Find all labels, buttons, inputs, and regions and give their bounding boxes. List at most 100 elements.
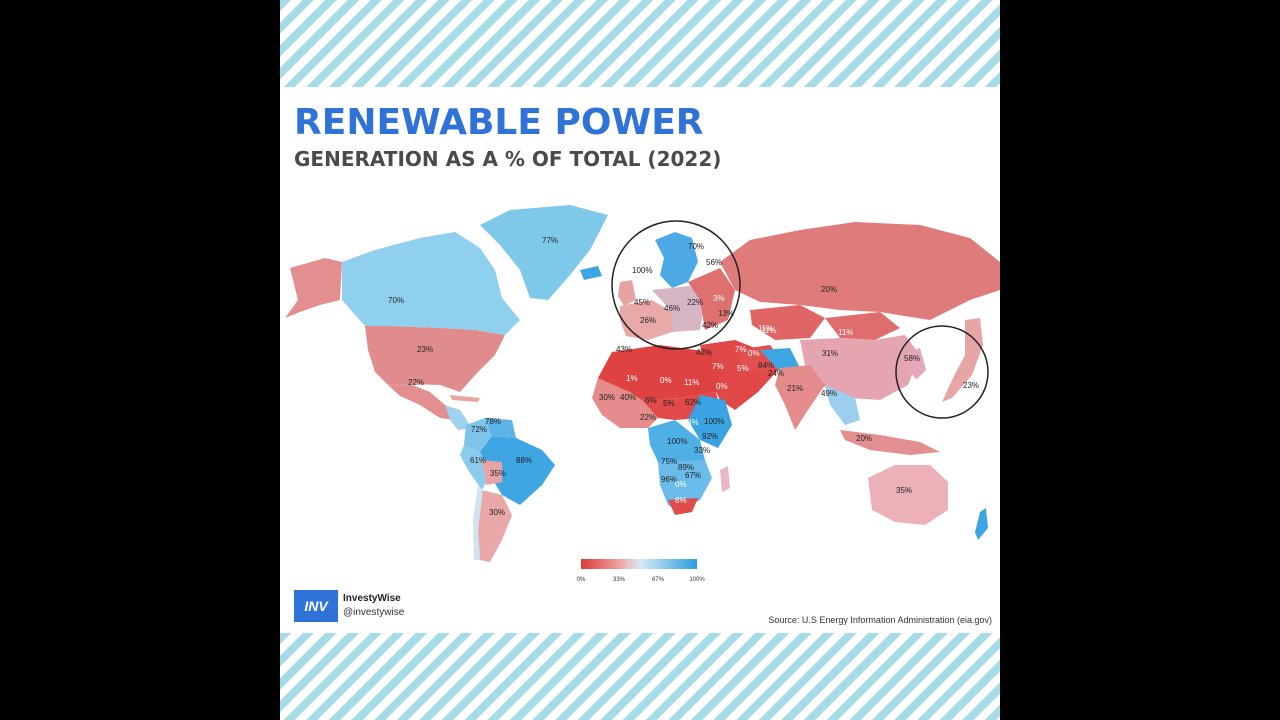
label-afghanistan: 84% bbox=[758, 361, 774, 370]
legend-color-bar bbox=[581, 559, 697, 569]
label-venezuela: 78% bbox=[485, 417, 501, 426]
label-indonesia: 20% bbox=[856, 434, 872, 443]
label-chad: 5% bbox=[663, 399, 675, 408]
infographic-frame: RENEWABLE POWER GENERATION AS A % OF TOT… bbox=[280, 0, 1000, 720]
label-uzbekistan: 11% bbox=[761, 326, 776, 335]
label-colombia: 72% bbox=[471, 425, 487, 434]
region-west-africa bbox=[592, 378, 658, 428]
region-mongolia bbox=[825, 312, 900, 340]
region-japan bbox=[942, 318, 983, 402]
region-madagascar bbox=[720, 466, 730, 492]
brand-handle: @investywise bbox=[343, 607, 405, 618]
bottom-stripe-border bbox=[280, 633, 1000, 720]
region-central-africa bbox=[648, 420, 705, 470]
region-china bbox=[800, 335, 920, 400]
region-canada bbox=[342, 232, 520, 335]
label-ethiopia: 100% bbox=[704, 417, 724, 426]
label-iran: 5% bbox=[737, 364, 749, 373]
region-cuba bbox=[450, 395, 480, 402]
label-namibia: 96% bbox=[661, 475, 677, 484]
label-pakistan: 24% bbox=[768, 369, 784, 378]
europe-zoom-circle bbox=[611, 220, 741, 350]
label-belarus: 3% bbox=[713, 294, 725, 303]
label-argentina: 30% bbox=[489, 508, 505, 517]
region-uk bbox=[618, 280, 636, 306]
region-south-africa bbox=[668, 498, 698, 515]
label-norway: 70% bbox=[688, 242, 704, 251]
legend-tick-33: 33% bbox=[612, 577, 626, 583]
region-argentina bbox=[478, 490, 512, 562]
label-south-africa: 8% bbox=[675, 496, 687, 505]
label-morocco: 43% bbox=[616, 345, 632, 354]
label-nigeria: 22% bbox=[640, 413, 656, 422]
region-mexico bbox=[388, 384, 455, 420]
label-libya: 0% bbox=[660, 376, 672, 385]
world-map: 77% 70% 23% 22% 72% 78% 61% 35% 88% 30% … bbox=[285, 205, 1000, 562]
region-indonesia bbox=[840, 430, 940, 455]
label-sudan: 62% bbox=[685, 398, 701, 407]
region-greenland bbox=[480, 205, 608, 300]
label-iceland: 100% bbox=[632, 266, 652, 275]
label-north-korea: 58% bbox=[904, 354, 920, 363]
label-saudi-arabia: 0% bbox=[716, 382, 728, 391]
label-usa: 23% bbox=[417, 345, 433, 354]
legend-tick-0: 0% bbox=[576, 577, 586, 583]
label-russia: 20% bbox=[821, 285, 837, 294]
region-central-america bbox=[445, 405, 472, 430]
region-usa bbox=[365, 326, 505, 392]
label-bolivia: 35% bbox=[490, 469, 506, 478]
region-southern-africa bbox=[658, 460, 712, 512]
page-title: RENEWABLE POWER bbox=[294, 102, 704, 143]
label-iraq: 7% bbox=[735, 345, 747, 354]
label-mexico: 22% bbox=[408, 378, 424, 387]
label-turkey: 42% bbox=[696, 348, 712, 357]
label-algeria: 1% bbox=[626, 374, 638, 383]
region-bolivia bbox=[482, 460, 502, 485]
label-canada: 70% bbox=[388, 296, 404, 305]
label-romania: 42% bbox=[702, 321, 718, 330]
region-brazil bbox=[480, 436, 555, 505]
region-kazakhstan bbox=[750, 305, 825, 340]
label-congo-drc: 100% bbox=[667, 437, 687, 446]
investywise-logo: INV bbox=[294, 590, 338, 622]
label-japan: 23% bbox=[963, 381, 979, 390]
label-somalia: 3% bbox=[687, 418, 699, 427]
label-kenya: 92% bbox=[702, 432, 718, 441]
region-peru bbox=[460, 445, 490, 490]
region-russia bbox=[720, 222, 1000, 320]
label-south-korea: 8% bbox=[912, 377, 924, 386]
label-mali: 40% bbox=[620, 393, 636, 402]
top-stripe-border bbox=[280, 0, 1000, 87]
label-australia: 35% bbox=[896, 486, 912, 495]
label-niger: 6% bbox=[645, 396, 657, 405]
region-korea-peninsula bbox=[908, 348, 926, 380]
label-vietnam: 49% bbox=[821, 389, 837, 398]
label-tanzania: 33% bbox=[694, 446, 710, 455]
region-chile bbox=[473, 485, 483, 560]
region-central-europe bbox=[652, 286, 705, 332]
region-western-europe bbox=[620, 300, 672, 340]
label-mauritania: 30% bbox=[599, 393, 615, 402]
label-peru: 61% bbox=[470, 456, 486, 465]
source-credit: Source: U.S Energy Information Administr… bbox=[768, 615, 992, 625]
region-iceland bbox=[580, 266, 602, 280]
region-east-africa bbox=[688, 395, 732, 448]
region-new-zealand bbox=[975, 508, 988, 540]
label-ukraine: 13% bbox=[718, 309, 734, 318]
label-germany: 46% bbox=[664, 304, 680, 313]
region-venezuela bbox=[485, 418, 516, 438]
legend-tick-67: 67% bbox=[651, 577, 665, 583]
label-poland: 22% bbox=[687, 298, 703, 307]
label-mongolia: 11% bbox=[838, 328, 853, 337]
region-eastern-europe bbox=[688, 268, 735, 330]
brand-name: InvestyWise bbox=[343, 593, 401, 604]
label-syria: 7% bbox=[712, 362, 724, 371]
region-alaska bbox=[285, 258, 342, 318]
label-mozambique: 67% bbox=[685, 471, 701, 480]
region-colombia bbox=[464, 418, 492, 452]
region-australia bbox=[868, 465, 948, 525]
label-finland: 56% bbox=[706, 258, 722, 267]
legend-tick-100: 100% bbox=[689, 577, 705, 583]
label-france: 26% bbox=[640, 316, 656, 325]
region-north-africa bbox=[598, 345, 720, 400]
